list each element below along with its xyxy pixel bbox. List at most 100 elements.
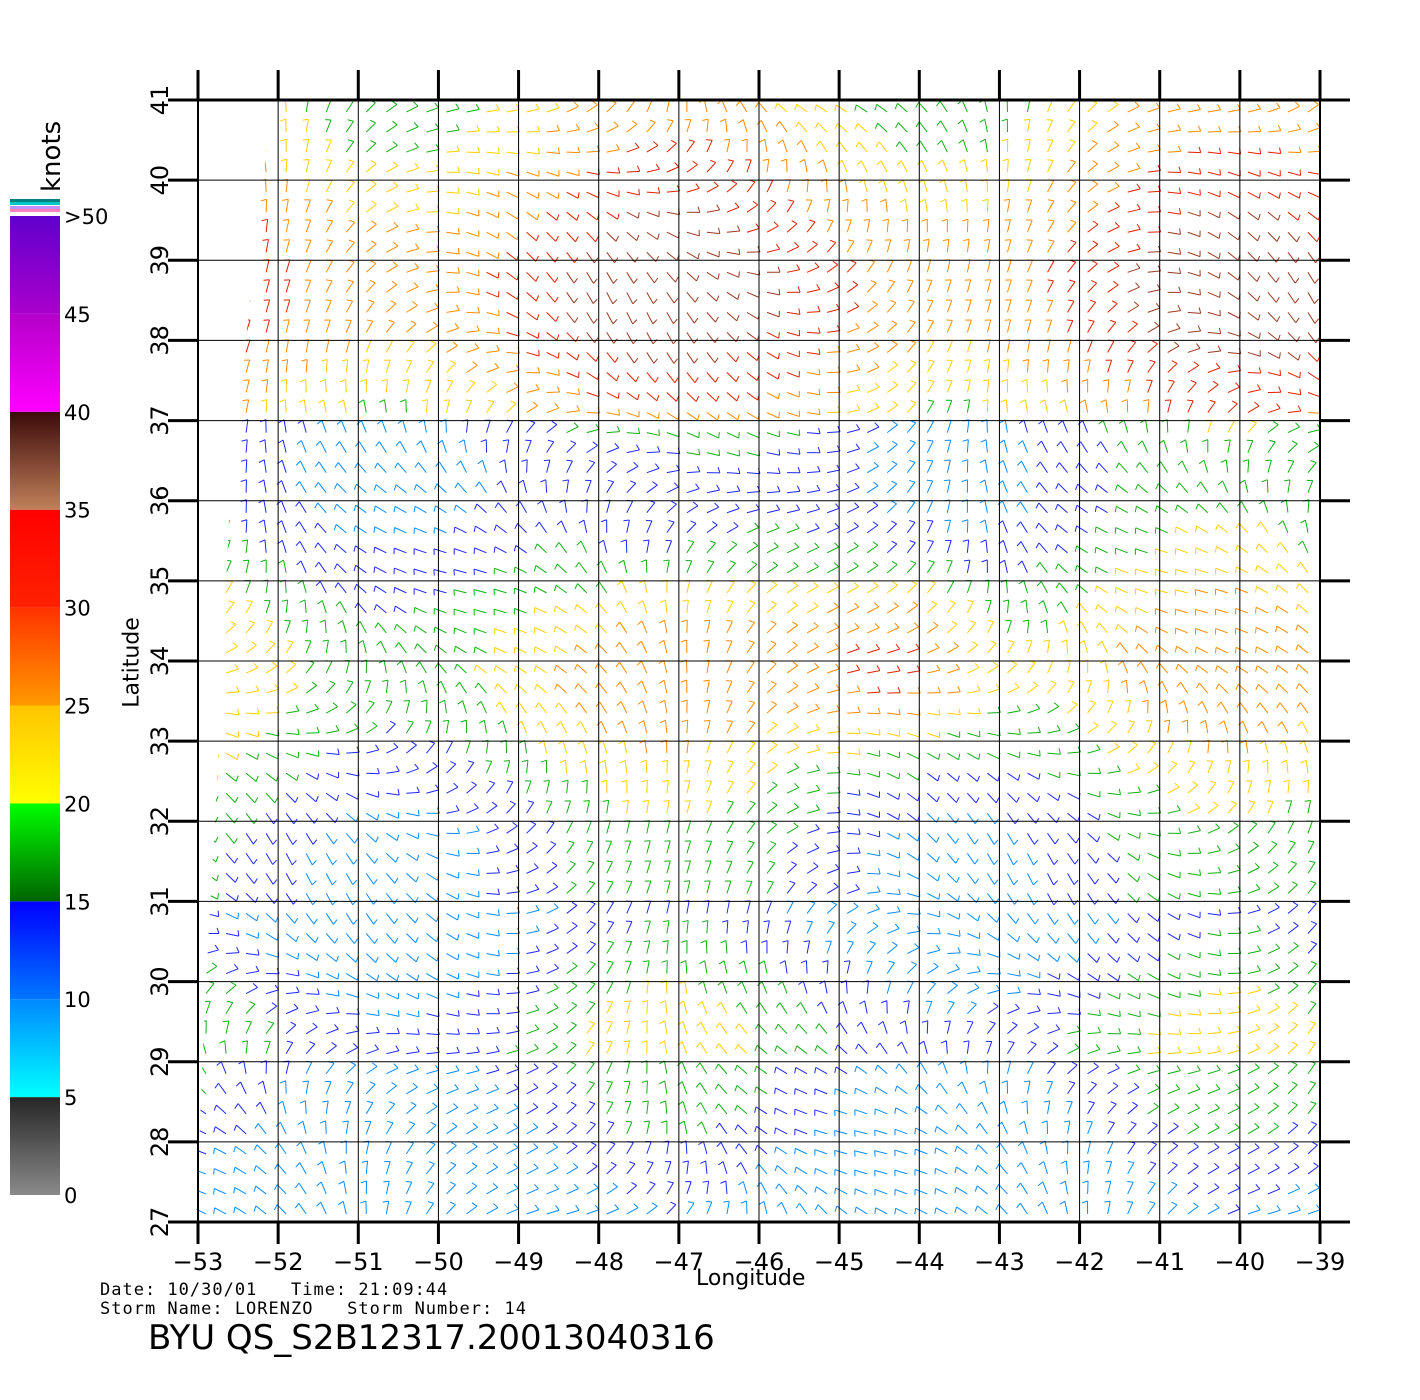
wind-barb-shaft xyxy=(626,432,640,435)
wind-barb-shaft xyxy=(906,501,916,514)
wind-barb-shaft xyxy=(935,1167,948,1175)
wind-barb-flag xyxy=(569,860,576,865)
wind-barb-flag xyxy=(996,916,1000,923)
wind-barb-shaft xyxy=(1247,1167,1260,1175)
wind-barb-shaft xyxy=(576,664,588,674)
wind-barb-shaft xyxy=(576,644,588,654)
wind-barb-flag xyxy=(1074,525,1078,532)
wind-barb-flag xyxy=(814,1168,816,1175)
wind-barb-shaft xyxy=(1227,825,1239,834)
wind-barb-flag xyxy=(1008,640,1015,643)
wind-barb-shaft xyxy=(1167,1107,1180,1115)
wind-barb-shaft xyxy=(827,849,840,854)
wind-barb-flag xyxy=(581,779,588,783)
wind-barb-shaft xyxy=(906,542,916,554)
wind-barb-flag xyxy=(353,505,357,512)
wind-barb-flag xyxy=(997,480,1004,485)
wind-barb-flag xyxy=(393,587,396,594)
wind-barb-shaft xyxy=(386,993,399,1000)
wind-barb-shaft xyxy=(397,462,407,473)
wind-barb-flag xyxy=(1033,899,1039,906)
wind-barb-shaft xyxy=(666,352,675,364)
wind-barb-shaft xyxy=(846,923,857,934)
wind-barb-flag xyxy=(233,1206,236,1214)
wind-barb-shaft xyxy=(1247,389,1261,394)
wind-barb-shaft xyxy=(1267,822,1276,834)
wind-barb-shaft xyxy=(245,339,251,353)
wind-barb-shaft xyxy=(723,960,728,974)
wind-barb-flag xyxy=(1021,379,1028,383)
wind-barb-flag xyxy=(703,619,711,622)
wind-barb-shaft xyxy=(1027,953,1039,962)
wind-barb-shaft xyxy=(425,720,432,734)
wind-barb-flag xyxy=(1149,1201,1156,1204)
wind-barb-shaft xyxy=(666,880,671,894)
wind-barb-flag xyxy=(1256,384,1261,390)
wind-barb-shaft xyxy=(684,980,688,994)
wind-barb-shaft xyxy=(526,1209,540,1215)
wind-barb-shaft xyxy=(546,1188,559,1195)
wind-barb-shaft xyxy=(1087,832,1098,843)
wind-barb-shaft xyxy=(786,565,799,574)
wind-barb-flag xyxy=(1293,1142,1299,1147)
wind-barb-shaft xyxy=(1161,681,1169,694)
wind-barb-flag xyxy=(1197,1046,1202,1053)
wind-barb-shaft xyxy=(225,479,230,493)
wind-barb-flag xyxy=(571,901,578,906)
wind-barb-flag xyxy=(336,1006,340,1013)
wind-barb-shaft xyxy=(359,621,367,634)
wind-barb-flag xyxy=(1174,589,1177,596)
wind-barb-shaft xyxy=(816,1186,828,1195)
wind-barb-shaft xyxy=(205,421,213,433)
wind-barb-flag xyxy=(206,319,213,322)
wind-barb-flag xyxy=(754,1045,758,1052)
wind-barb-shaft xyxy=(1307,1103,1317,1115)
wind-barb-shaft xyxy=(666,540,673,553)
wind-barb-flag xyxy=(298,399,305,403)
wind-barb-flag xyxy=(1103,679,1110,682)
wind-barb-flag xyxy=(1219,929,1222,936)
wind-barb-shaft xyxy=(1097,484,1108,494)
wind-barb-flag xyxy=(606,1000,613,1003)
wind-barb-flag xyxy=(279,399,286,403)
wind-barb-shaft xyxy=(345,1082,354,1095)
wind-barb-shaft xyxy=(345,812,357,823)
wind-barb-shaft xyxy=(480,701,487,714)
wind-barb-shaft xyxy=(446,1145,457,1155)
wind-barb-shaft xyxy=(946,520,951,533)
wind-barb-flag xyxy=(589,941,596,945)
wind-barb-shaft xyxy=(987,989,1001,995)
wind-barb-flag xyxy=(1254,1102,1260,1108)
wind-barb-shaft xyxy=(686,471,700,474)
wind-barb-shaft xyxy=(717,1063,728,1075)
wind-barb-flag xyxy=(554,702,560,709)
wind-barb-shaft xyxy=(915,1127,928,1135)
wind-barb-flag xyxy=(339,639,346,643)
wind-barb-shaft xyxy=(914,1169,928,1175)
wind-barb-flag xyxy=(1209,399,1216,403)
wind-barb-shaft xyxy=(721,981,728,994)
wind-barb-shaft xyxy=(807,331,821,334)
wind-barb-shaft xyxy=(405,1201,412,1215)
wind-barb-shaft xyxy=(1147,343,1158,353)
wind-barb-flag xyxy=(1011,1021,1018,1026)
wind-barb-shaft xyxy=(1107,1122,1115,1135)
wind-barb-flag xyxy=(997,520,1004,525)
wind-barb-shaft xyxy=(1287,1044,1298,1055)
wind-barb-flag xyxy=(657,446,661,453)
wind-barb-flag xyxy=(234,857,239,864)
wind-barb-flag xyxy=(955,796,960,803)
wind-barb-flag xyxy=(1176,804,1181,811)
wind-barb-flag xyxy=(382,679,389,682)
wind-barb-shaft xyxy=(1105,399,1109,413)
wind-barb-flag xyxy=(332,859,338,865)
wind-barb-shaft xyxy=(1167,399,1172,413)
wind-barb-flag xyxy=(1114,587,1117,594)
wind-barb-flag xyxy=(570,1081,577,1086)
wind-barb-shaft xyxy=(706,620,711,634)
wind-barb-flag xyxy=(1057,420,1064,425)
wind-barb-flag xyxy=(735,376,740,382)
wind-barb-shaft xyxy=(606,1081,613,1094)
wind-barb-shaft xyxy=(646,1183,656,1195)
wind-barb-flag xyxy=(1104,1200,1111,1203)
